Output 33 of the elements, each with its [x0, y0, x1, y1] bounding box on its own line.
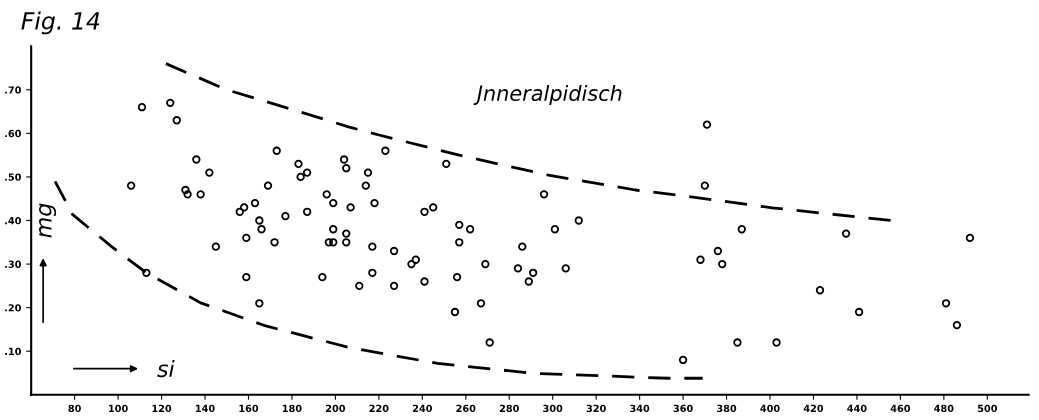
x-tick-label: 120 [152, 404, 172, 413]
x-tick-label: 380 [717, 404, 737, 413]
x-tick-label: 180 [282, 404, 302, 413]
x-tick-label: 280 [499, 404, 519, 413]
x-tick-label: 160 [239, 404, 259, 413]
x-tick-label: 140 [195, 404, 215, 413]
y-tick-label: .70 [5, 86, 21, 94]
y-tick-label: .50 [5, 173, 21, 181]
x-tick-label: 340 [630, 404, 650, 413]
y-tick-label: .40 [5, 216, 21, 225]
chart-title: Fig. 14 [21, 11, 100, 35]
annotation: Jnneralpidisch [473, 84, 622, 106]
x-tick-label: 440 [847, 404, 867, 413]
y-tick-label: .60 [5, 129, 21, 138]
x-tick-label: 400 [760, 404, 780, 413]
x-tick-label: 80 [68, 404, 81, 413]
x-tick-label: 480 [934, 404, 954, 413]
x-tick-label: 460 [890, 404, 911, 413]
x-tick-label: 360 [673, 404, 693, 413]
x-tick-label: 200 [326, 404, 346, 413]
x-tick-label: 500 [977, 404, 997, 413]
y-tick-label: .30 [5, 260, 21, 268]
x-tick-label: 260 [456, 404, 476, 413]
y-tick-label: .20 [5, 304, 21, 312]
x-tick-label: 100 [109, 404, 128, 413]
x-tick-label: 420 [803, 404, 824, 413]
y-tick-label: .10 [5, 347, 21, 356]
x-axis-title: si [157, 359, 175, 378]
x-tick-label: 220 [369, 404, 389, 413]
x-tick-label: 320 [586, 404, 606, 413]
x-tick-label: 240 [412, 404, 433, 413]
y-axis-title: mg [39, 203, 57, 238]
x-tick-label: 300 [543, 404, 563, 413]
